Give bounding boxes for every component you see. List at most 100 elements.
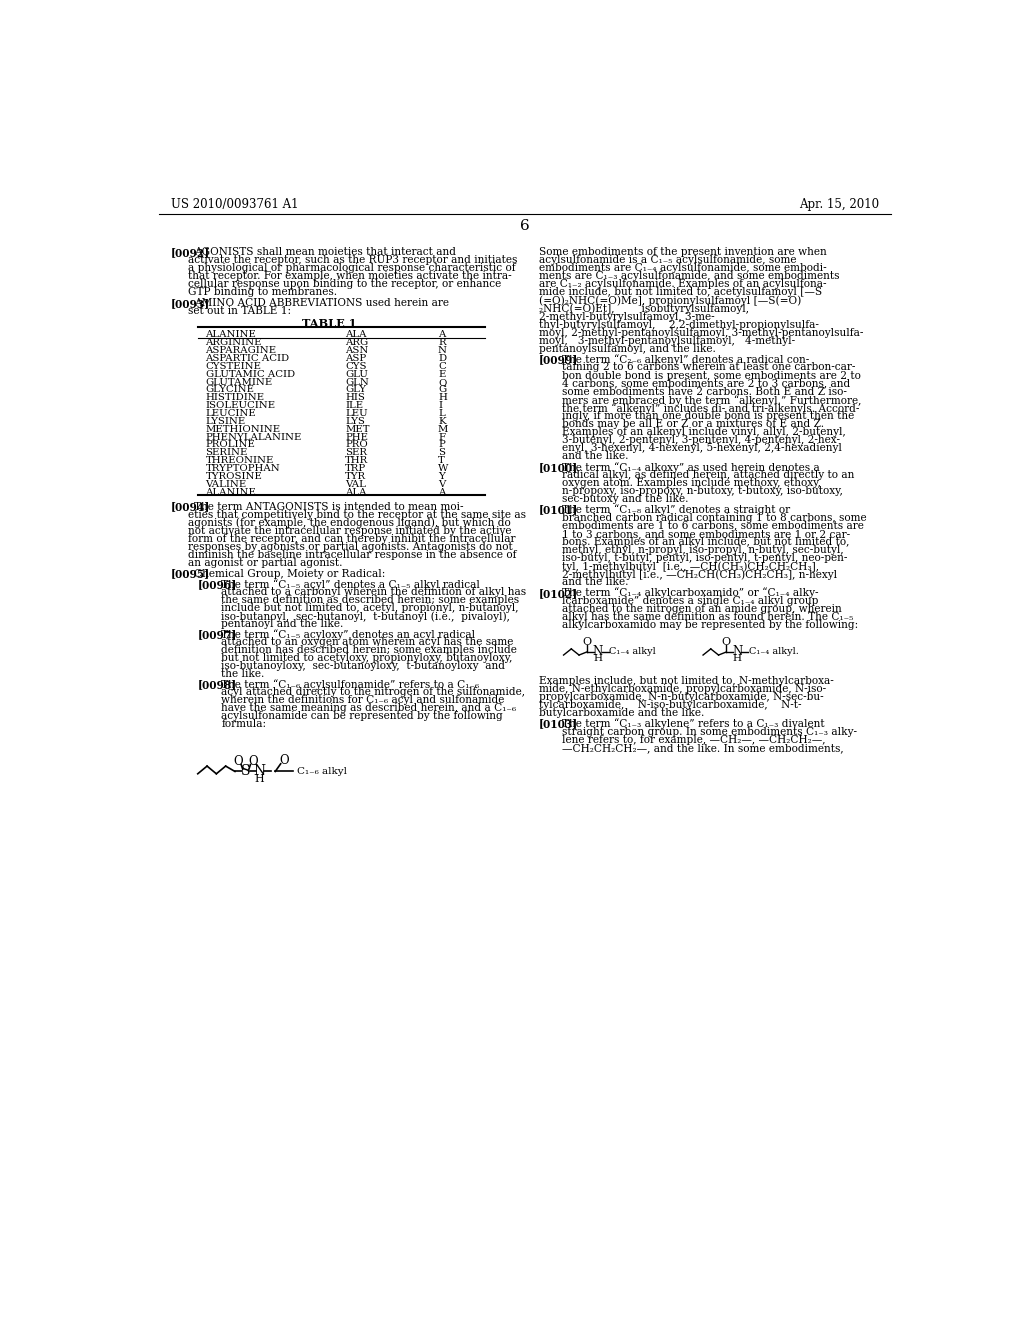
- Text: VAL: VAL: [345, 479, 366, 488]
- Text: embodiments are 1 to 6 carbons, some embodiments are: embodiments are 1 to 6 carbons, some emb…: [562, 520, 864, 531]
- Text: The term “C₁₋₅ acyl” denotes a C₁₋₅ alkyl radical: The term “C₁₋₅ acyl” denotes a C₁₋₅ alky…: [221, 579, 480, 590]
- Text: iso-butyl, t-butyl, pentyl, iso-pentyl, t-pentyl, neo-pen-: iso-butyl, t-butyl, pentyl, iso-pentyl, …: [562, 553, 848, 564]
- Text: ISOLEUCINE: ISOLEUCINE: [206, 401, 275, 411]
- Text: [0097]: [0097]: [198, 630, 238, 640]
- Text: [0098]: [0098]: [198, 678, 237, 690]
- Text: taining 2 to 6 carbons wherein at least one carbon-car-: taining 2 to 6 carbons wherein at least …: [562, 363, 856, 372]
- Text: methyl, ethyl, n-propyl, iso-propyl, n-butyl, sec-butyl,: methyl, ethyl, n-propyl, iso-propyl, n-b…: [562, 545, 844, 554]
- Text: C₁₋₆ alkyl: C₁₋₆ alkyl: [297, 767, 347, 776]
- Text: wherein the definitions for C₁₋₆ acyl and sulfonamide: wherein the definitions for C₁₋₆ acyl an…: [221, 696, 505, 705]
- Text: GTP binding to membranes.: GTP binding to membranes.: [188, 288, 338, 297]
- Text: ASPARAGINE: ASPARAGINE: [206, 346, 276, 355]
- Text: TRYPTOPHAN: TRYPTOPHAN: [206, 465, 281, 473]
- Text: MET: MET: [345, 425, 370, 434]
- Text: Y: Y: [438, 471, 444, 480]
- Text: formula:: formula:: [221, 719, 266, 730]
- Text: S: S: [438, 449, 445, 457]
- Text: a physiological or pharmacological response characteristic of: a physiological or pharmacological respo…: [188, 263, 516, 273]
- Text: E: E: [438, 370, 445, 379]
- Text: HIS: HIS: [345, 393, 365, 403]
- Text: [0096]: [0096]: [198, 579, 238, 590]
- Text: THREONINE: THREONINE: [206, 457, 273, 465]
- Text: ALA: ALA: [345, 330, 367, 339]
- Text: R: R: [438, 338, 445, 347]
- Text: propylcarboxamide, N-n-butylcarboxamide, N-sec-bu-: propylcarboxamide, N-n-butylcarboxamide,…: [539, 692, 823, 702]
- Text: Examples of an alkenyl include vinyl, allyl, 2-butenyl,: Examples of an alkenyl include vinyl, al…: [562, 428, 846, 437]
- Text: V: V: [438, 479, 445, 488]
- Text: LEU: LEU: [345, 409, 368, 418]
- Text: bon double bond is present, some embodiments are 2 to: bon double bond is present, some embodim…: [562, 371, 861, 380]
- Text: activate the receptor, such as the RUP3 receptor and initiates: activate the receptor, such as the RUP3 …: [188, 255, 518, 265]
- Text: A: A: [438, 487, 445, 496]
- Text: The term “C₂₋₆ alkenyl” denotes a radical con-: The term “C₂₋₆ alkenyl” denotes a radica…: [562, 354, 810, 366]
- Text: W: W: [438, 465, 449, 473]
- Text: acylsulfonamide can be represented by the following: acylsulfonamide can be represented by th…: [221, 711, 503, 722]
- Text: G: G: [438, 385, 446, 395]
- Text: (=O)₂NHC(=O)Me], propionylsulfamoyl [—S(=O): (=O)₂NHC(=O)Me], propionylsulfamoyl [—S(…: [539, 296, 801, 306]
- Text: The term ANTAGONISTS is intended to mean moi-: The term ANTAGONISTS is intended to mean…: [195, 502, 464, 512]
- Text: PROLINE: PROLINE: [206, 441, 255, 449]
- Text: attached to the nitrogen of an amide group, wherein: attached to the nitrogen of an amide gro…: [562, 603, 842, 614]
- Text: The term “C₁₋₅ acyloxy” denotes an acyl radical: The term “C₁₋₅ acyloxy” denotes an acyl …: [221, 630, 475, 640]
- Text: attached to a carbonyl wherein the definition of alkyl has: attached to a carbonyl wherein the defin…: [221, 587, 526, 597]
- Text: O: O: [583, 638, 592, 647]
- Text: bons. Examples of an alkyl include, but not limited to,: bons. Examples of an alkyl include, but …: [562, 537, 850, 546]
- Text: 4 carbons, some embodiments are 2 to 3 carbons, and: 4 carbons, some embodiments are 2 to 3 c…: [562, 379, 851, 388]
- Text: lene refers to, for example, —CH₂—, —CH₂CH₂—,: lene refers to, for example, —CH₂—, —CH₂…: [562, 735, 825, 744]
- Text: attached to an oxygen atom wherein acyl has the same: attached to an oxygen atom wherein acyl …: [221, 638, 514, 647]
- Text: TYROSINE: TYROSINE: [206, 471, 262, 480]
- Text: [0092]: [0092]: [171, 247, 210, 257]
- Text: ingly, if more than one double bond is present then the: ingly, if more than one double bond is p…: [562, 411, 855, 421]
- Text: [0094]: [0094]: [171, 502, 210, 512]
- Text: LYS: LYS: [345, 417, 365, 426]
- Text: O: O: [233, 755, 243, 768]
- Text: PHE: PHE: [345, 433, 368, 442]
- Text: METHIONINE: METHIONINE: [206, 425, 281, 434]
- Text: H: H: [255, 774, 264, 784]
- Text: form of the receptor, and can thereby inhibit the intracellular: form of the receptor, and can thereby in…: [188, 533, 516, 544]
- Text: LYSINE: LYSINE: [206, 417, 246, 426]
- Text: S: S: [241, 764, 251, 779]
- Text: GLUTAMIC ACID: GLUTAMIC ACID: [206, 370, 295, 379]
- Text: [0095]: [0095]: [171, 569, 210, 579]
- Text: pentanoyl and the like.: pentanoyl and the like.: [221, 619, 344, 630]
- Text: CYSTEINE: CYSTEINE: [206, 362, 261, 371]
- Text: enyl, 3-hexenyl, 4-hexenyl, 5-hexenyl, 2,4-hexadienyl: enyl, 3-hexenyl, 4-hexenyl, 5-hexenyl, 2…: [562, 444, 842, 453]
- Text: alkyl has the same definition as found herein. The C₁₋₅: alkyl has the same definition as found h…: [562, 612, 854, 622]
- Text: ALANINE: ALANINE: [206, 330, 256, 339]
- Text: definition has described herein; some examples include: definition has described herein; some ex…: [221, 645, 517, 655]
- Text: the same definition as described herein; some examples: the same definition as described herein;…: [221, 595, 519, 605]
- Text: mers are embraced by the term “alkenyl.” Furthermore,: mers are embraced by the term “alkenyl.”…: [562, 395, 861, 405]
- Text: The term “C₁₋₈ alkyl” denotes a straight or: The term “C₁₋₈ alkyl” denotes a straight…: [562, 504, 791, 515]
- Text: [0101]: [0101]: [539, 504, 579, 516]
- Text: TRP: TRP: [345, 465, 367, 473]
- Text: eties that competitively bind to the receptor at the same site as: eties that competitively bind to the rec…: [188, 510, 526, 520]
- Text: ILE: ILE: [345, 401, 364, 411]
- Text: D: D: [438, 354, 446, 363]
- Text: not activate the intracellular response initiated by the active: not activate the intracellular response …: [188, 525, 512, 536]
- Text: ARGININE: ARGININE: [206, 338, 262, 347]
- Text: ₂NHC(=O)Et],        isobutyrylsulfamoyl,: ₂NHC(=O)Et], isobutyrylsulfamoyl,: [539, 304, 749, 314]
- Text: 2-methylbutyl [i.e., —CH₂CH(CH₃)CH₂CH₃], n-hexyl: 2-methylbutyl [i.e., —CH₂CH(CH₃)CH₂CH₃],…: [562, 569, 838, 579]
- Text: that receptor. For example, when moieties activate the intra-: that receptor. For example, when moietie…: [188, 271, 512, 281]
- Text: ASN: ASN: [345, 346, 369, 355]
- Text: ARG: ARG: [345, 338, 368, 347]
- Text: agonists (for example, the endogenous ligand), but which do: agonists (for example, the endogenous li…: [188, 517, 511, 528]
- Text: The term “C₁₋₃ alkylene” refers to a C₁₋₃ divalent: The term “C₁₋₃ alkylene” refers to a C₁₋…: [562, 718, 825, 730]
- Text: mide include, but not limited to, acetylsulfamoyl [—S: mide include, but not limited to, acetyl…: [539, 288, 822, 297]
- Text: GLYCINE: GLYCINE: [206, 385, 255, 395]
- Text: Q: Q: [438, 378, 446, 387]
- Text: O: O: [280, 754, 290, 767]
- Text: ASPARTIC ACID: ASPARTIC ACID: [206, 354, 290, 363]
- Text: alkylcarboxamido may be represented by the following:: alkylcarboxamido may be represented by t…: [562, 620, 858, 630]
- Text: —CH₂CH₂CH₂—, and the like. In some embodiments,: —CH₂CH₂CH₂—, and the like. In some embod…: [562, 743, 844, 752]
- Text: 2-methyl-butyrylsulfamoyl, 3-me-: 2-methyl-butyrylsulfamoyl, 3-me-: [539, 312, 715, 322]
- Text: butylcarboxamide and the like.: butylcarboxamide and the like.: [539, 708, 705, 718]
- Text: oxygen atom. Examples include methoxy, ethoxy,: oxygen atom. Examples include methoxy, e…: [562, 478, 821, 488]
- Text: Examples include, but not limited to, N-methylcarboxa-: Examples include, but not limited to, N-…: [539, 676, 834, 686]
- Text: and the like.: and the like.: [562, 451, 629, 462]
- Text: some embodiments have 2 carbons. Both E and Z iso-: some embodiments have 2 carbons. Both E …: [562, 387, 847, 397]
- Text: cellular response upon binding to the receptor, or enhance: cellular response upon binding to the re…: [188, 280, 502, 289]
- Text: the like.: the like.: [221, 669, 264, 680]
- Text: O: O: [722, 638, 731, 647]
